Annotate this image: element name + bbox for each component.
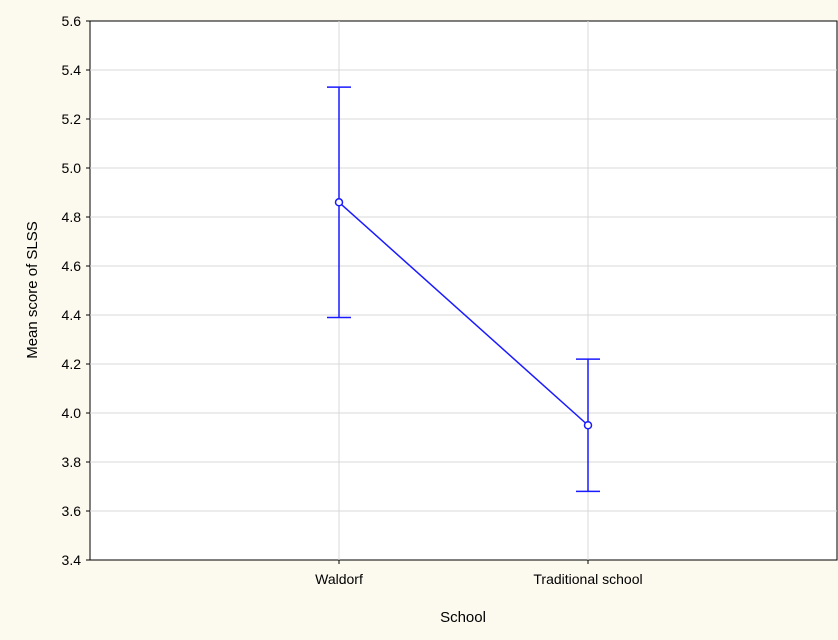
y-axis-label: Mean score of SLSS: [24, 221, 41, 359]
series-line: [338, 201, 589, 426]
x-axis-label: School: [440, 609, 486, 626]
plot-area: [89, 20, 838, 561]
x-tick-label: Traditional school: [533, 571, 642, 587]
x-axis-ticks: Waldorf Traditional school: [315, 560, 643, 587]
y-tick-label: 5.4: [62, 62, 82, 78]
data-point: [334, 198, 344, 207]
y-tick-label: 4.6: [62, 258, 82, 274]
y-tick-label: 3.6: [62, 503, 82, 519]
y-tick-label: 5.0: [62, 160, 82, 176]
data-points: [334, 198, 593, 430]
y-tick-label: 4.8: [62, 209, 82, 225]
data-point: [583, 421, 593, 430]
y-tick-label: 3.8: [62, 454, 82, 470]
x-tick-label: Waldorf: [315, 571, 363, 587]
y-tick-label: 5.6: [62, 13, 82, 29]
series-lines: [338, 201, 589, 426]
y-tick-label: 4.2: [62, 356, 82, 372]
y-tick-label: 5.2: [62, 111, 82, 127]
y-tick-label: 4.0: [62, 405, 82, 421]
y-tick-label: 3.4: [62, 552, 82, 568]
y-tick-label: 4.4: [62, 307, 82, 323]
y-axis-ticks: 3.4 3.6 3.8 4.0 4.2 4.4 4.6 4.8 5.0 5.2 5.4 5.6: [62, 13, 90, 568]
